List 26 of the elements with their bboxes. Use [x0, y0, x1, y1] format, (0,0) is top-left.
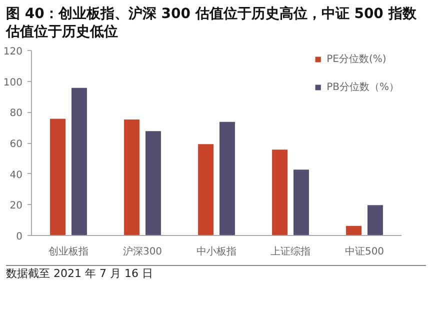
- y-tick-label: 60: [10, 139, 23, 150]
- y-tick-label: 120: [3, 46, 23, 58]
- bar: [144, 130, 162, 236]
- text: 数据截至 2021 年 7 月 16 日: [6, 266, 153, 282]
- x-tick-label: 创业板指: [48, 246, 88, 258]
- bar: [366, 204, 384, 236]
- x-tick-label: 中小板指: [196, 246, 236, 258]
- bar: [70, 87, 88, 236]
- y-tick-label: 20: [10, 201, 23, 212]
- legend-label: PB分位数（%）: [326, 81, 399, 94]
- y-tick-label: 100: [3, 78, 23, 89]
- bar: [218, 121, 236, 236]
- legend-label: PE分位数(%): [326, 53, 386, 66]
- bar: [123, 119, 140, 236]
- bar: [49, 118, 66, 236]
- x-tick-label: 沪深300: [122, 246, 162, 258]
- bar: [345, 225, 362, 236]
- y-tick-label: 80: [10, 108, 23, 120]
- bar: [271, 149, 288, 236]
- y-tick-label: 0: [16, 232, 23, 243]
- bar: [292, 169, 310, 236]
- chart-title: 图 40：创业板指、沪深 300 估值位于历史高位，中证 500 指数估值位于历史低位: [6, 5, 418, 42]
- bar: [197, 144, 214, 236]
- x-tick-label: 中证500: [344, 246, 384, 258]
- y-tick-label: 40: [10, 170, 23, 182]
- x-tick-label: 上证综指: [270, 246, 310, 258]
